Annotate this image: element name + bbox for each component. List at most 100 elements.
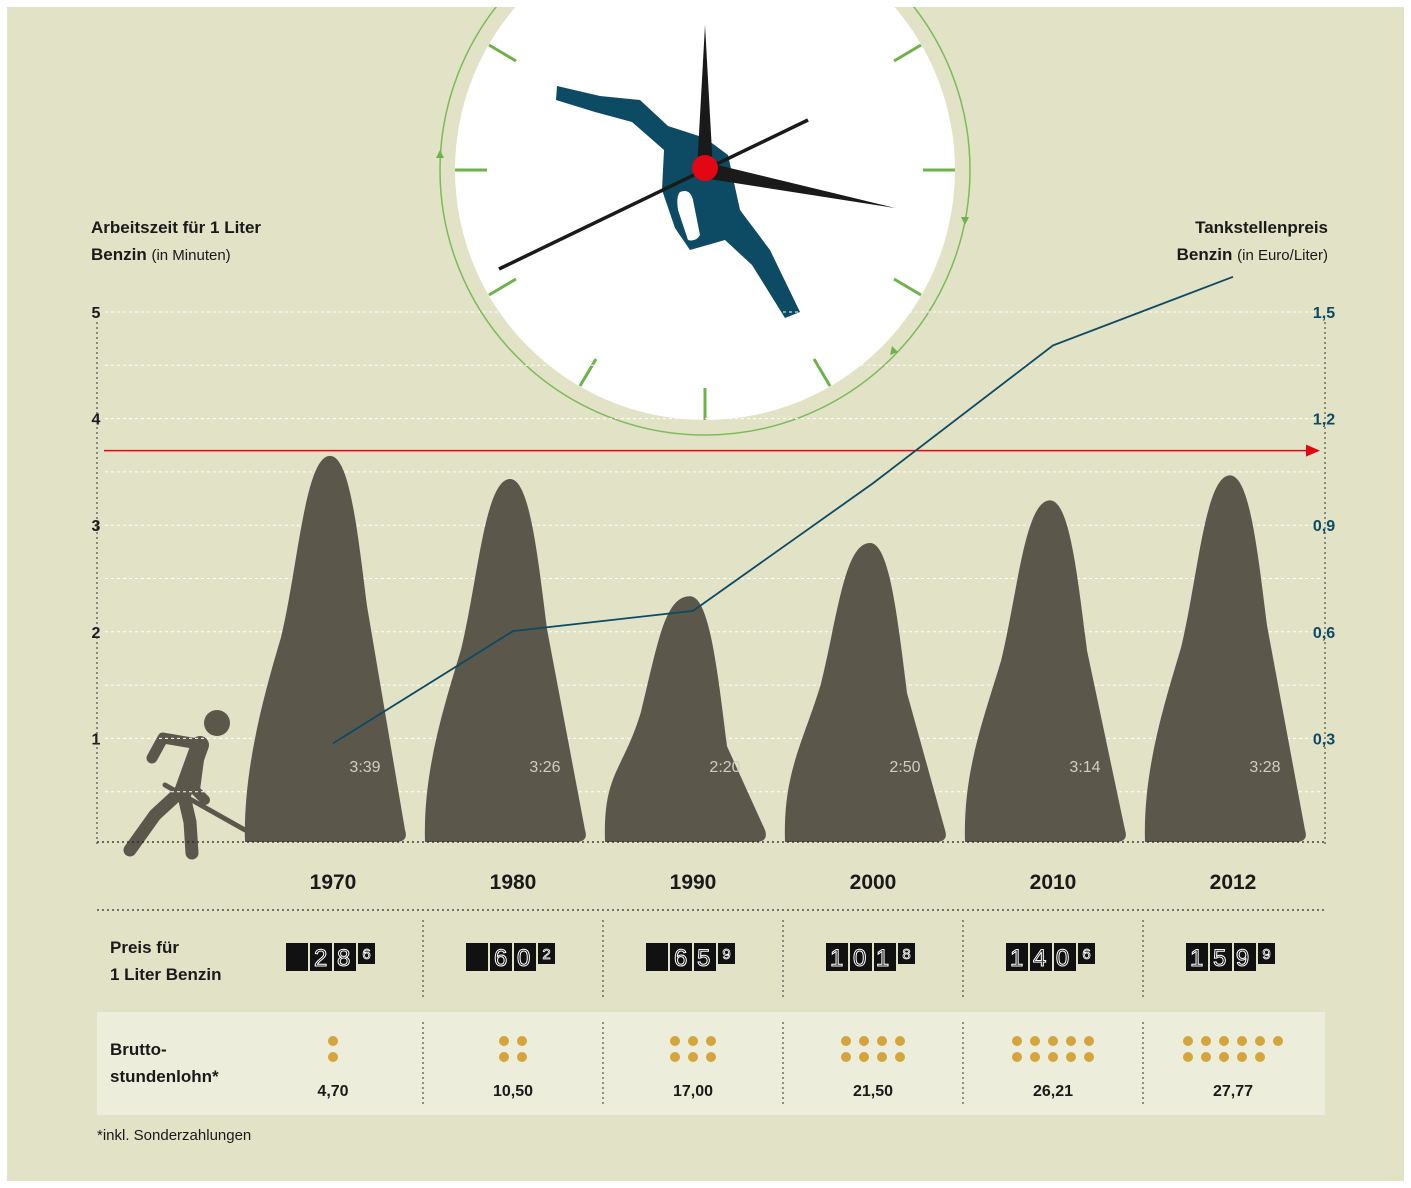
wage-dot [1066,1036,1076,1046]
y2-tick-label: 1,2 [1313,412,1335,429]
value-label: 3:39 [349,759,380,776]
wage-dot [517,1052,527,1062]
wage-dot [1201,1052,1211,1062]
wage-dot [1048,1052,1058,1062]
y2-tick-label: 1,5 [1313,305,1335,322]
y-tick-label: 1 [92,731,101,748]
wage-value: 27,77 [1213,1083,1253,1100]
wage-dot [877,1036,887,1046]
wage-dot [706,1036,716,1046]
value-label: 3:28 [1249,759,1280,776]
wage-value: 17,00 [673,1083,713,1100]
value-label: 3:26 [529,759,560,776]
wage-dot [841,1052,851,1062]
wage-dot [859,1036,869,1046]
wage-dot [841,1036,851,1046]
y2-title: Tankstellenpreis [1195,218,1328,237]
wage-dot [1183,1036,1193,1046]
row-label: stundenlohn* [110,1067,219,1086]
wage-dot [517,1036,527,1046]
wage-dot [1201,1036,1211,1046]
y-unit: (in Minuten) [151,247,230,264]
wage-dot [1237,1036,1247,1046]
x-tick-label: 1970 [310,871,357,894]
wage-dot [1048,1036,1058,1046]
y2-tick-label: 0,6 [1313,625,1335,642]
wage-dot [1030,1036,1040,1046]
price-digits: 101 [830,945,899,972]
wage-dot [688,1036,698,1046]
wage-dot [688,1052,698,1062]
price-tenth: 6 [1082,946,1090,963]
wage-dot [895,1036,905,1046]
wage-dot [877,1052,887,1062]
y2-title-line2: Benzin (in Euro/Liter) [1177,245,1328,264]
wage-dot [706,1052,716,1062]
price-digits: 60 [494,945,540,972]
x-tick-label: 2010 [1030,871,1077,894]
wage-dot [1012,1052,1022,1062]
wage-value: 10,50 [493,1083,533,1100]
x-tick-label: 1990 [670,871,717,894]
y2-tick-label: 0,3 [1313,731,1335,748]
wage-dot [328,1036,338,1046]
wage-dot [895,1052,905,1062]
y-tick-label: 4 [92,412,101,429]
price-digits: 159 [1190,945,1259,972]
wage-dot [1273,1036,1283,1046]
y-title: Arbeitszeit für 1 Liter [91,218,261,237]
wage-dot [670,1052,680,1062]
wage-dot [328,1052,338,1062]
row-label: 1 Liter Benzin [110,965,221,984]
y2-title-1: Tankstellenpreis [1195,218,1328,237]
odometer-box [646,943,668,971]
price-tenth: 8 [902,946,910,963]
wage-dot [1237,1052,1247,1062]
value-label: 3:14 [1069,759,1100,776]
price-digits: 28 [314,945,360,972]
y2-tick-label: 0,9 [1313,518,1335,535]
wage-dot [499,1052,509,1062]
wage-dot [499,1036,509,1046]
wage-value: 4,70 [317,1083,348,1100]
y-tick-label: 2 [92,625,101,642]
y-title-2: Benzin [91,245,147,264]
wage-dot [1066,1052,1076,1062]
wage-dot [1219,1036,1229,1046]
price-tenth: 2 [542,946,550,963]
y2-unit: (in Euro/Liter) [1237,247,1328,264]
wage-dot [670,1036,680,1046]
price-digits: 65 [674,945,720,972]
clock-center [692,155,718,181]
footnote: *inkl. Sonderzahlungen [97,1127,251,1144]
wage-dot [1219,1052,1229,1062]
wage-dot [1030,1052,1040,1062]
price-tenth: 9 [1262,946,1270,963]
value-label: 2:20 [709,759,740,776]
y-tick-label: 5 [92,305,101,322]
price-digits: 140 [1010,945,1079,972]
wage-dot [1255,1052,1265,1062]
wage-dot [1084,1036,1094,1046]
wage-dot [859,1052,869,1062]
page: Arbeitszeit für 1 Liter Benzin (in Minut… [0,0,1411,1188]
x-tick-label: 2000 [850,871,897,894]
y-title-line2: Benzin (in Minuten) [91,245,231,264]
x-tick-label: 1980 [490,871,537,894]
x-tick-label: 2012 [1210,871,1257,894]
wage-dot [1255,1036,1265,1046]
wage-dot [1012,1036,1022,1046]
price-tenth: 9 [722,946,730,963]
wage-dot [1183,1052,1193,1062]
value-label: 2:50 [889,759,920,776]
price-tenth: 6 [362,946,370,963]
y-title-1: Arbeitszeit für 1 Liter [91,218,261,237]
row-label: Preis für [110,938,179,957]
y2-title-2: Benzin [1177,245,1233,264]
odometer-box [286,943,308,971]
wage-value: 26,21 [1033,1083,1073,1100]
wage-dot [1084,1052,1094,1062]
row-label: Brutto- [110,1040,167,1059]
y-tick-label: 3 [92,518,101,535]
odometer-box [466,943,488,971]
